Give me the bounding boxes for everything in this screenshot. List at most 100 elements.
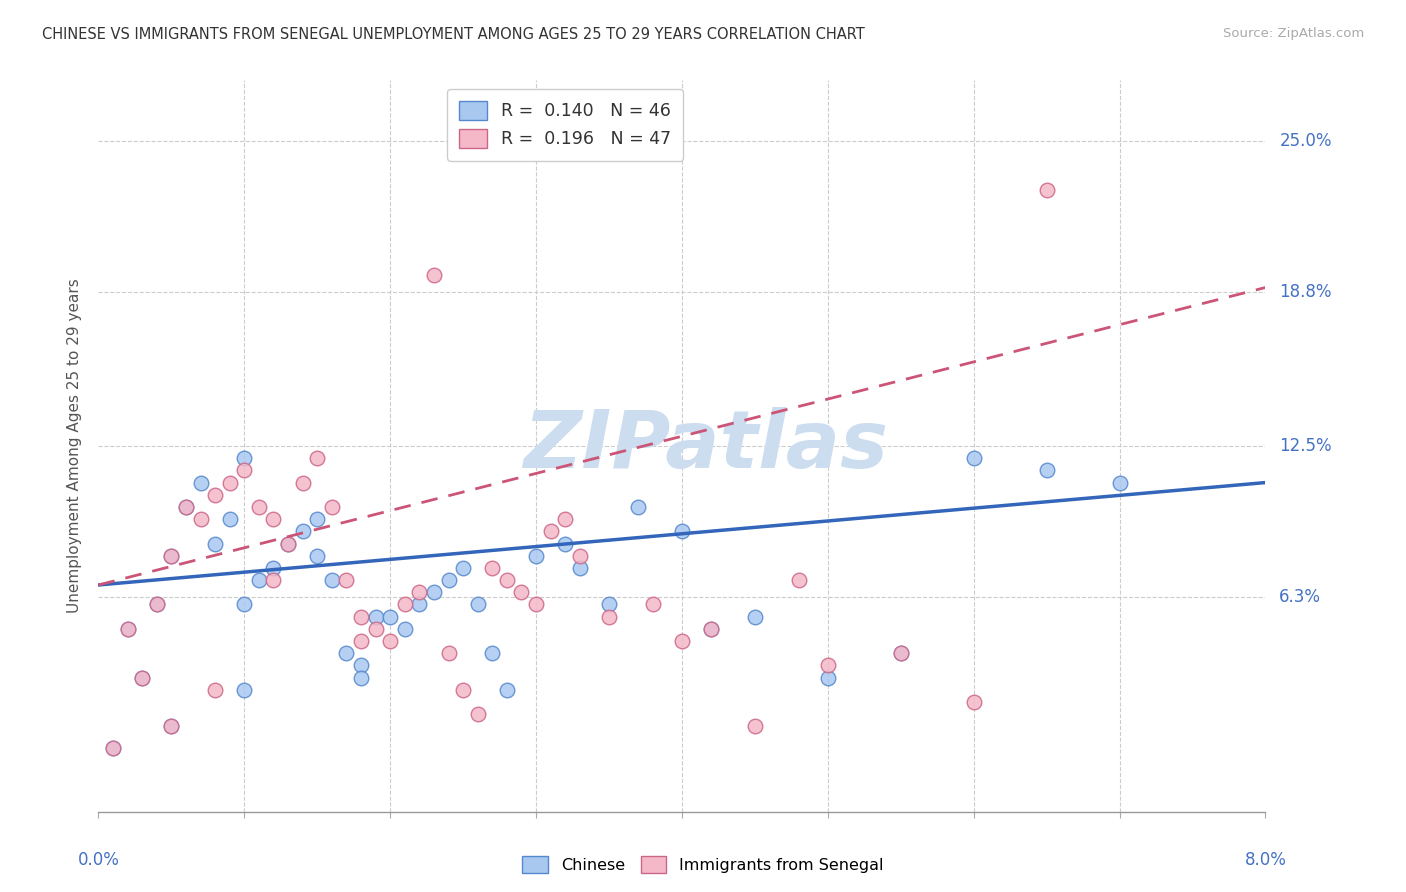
Point bbox=[307, 512, 329, 526]
Point bbox=[262, 512, 284, 526]
Point bbox=[233, 463, 256, 477]
Point bbox=[117, 622, 139, 636]
Point bbox=[247, 573, 270, 587]
Point bbox=[817, 658, 839, 673]
Point bbox=[467, 598, 489, 612]
Point bbox=[641, 598, 664, 612]
Point bbox=[671, 524, 693, 539]
Point bbox=[174, 500, 197, 514]
Point bbox=[598, 609, 620, 624]
Point bbox=[1035, 183, 1057, 197]
Point bbox=[423, 268, 446, 283]
Point bbox=[467, 707, 489, 722]
Point bbox=[394, 622, 416, 636]
Point bbox=[101, 741, 124, 756]
Point bbox=[277, 536, 299, 550]
Point bbox=[1108, 475, 1130, 490]
Point bbox=[962, 451, 984, 466]
Point bbox=[364, 622, 387, 636]
Point bbox=[160, 719, 183, 733]
Point bbox=[437, 573, 460, 587]
Point bbox=[890, 646, 912, 660]
Point bbox=[408, 598, 430, 612]
Point bbox=[160, 549, 183, 563]
Point bbox=[350, 658, 373, 673]
Point bbox=[423, 585, 446, 599]
Text: 6.3%: 6.3% bbox=[1279, 588, 1322, 607]
Point bbox=[321, 500, 343, 514]
Point bbox=[394, 598, 416, 612]
Point bbox=[218, 512, 240, 526]
Point bbox=[307, 549, 329, 563]
Text: Source: ZipAtlas.com: Source: ZipAtlas.com bbox=[1223, 27, 1364, 40]
Point bbox=[204, 682, 226, 697]
Point bbox=[524, 598, 547, 612]
Point bbox=[160, 549, 183, 563]
Point bbox=[233, 598, 256, 612]
Point bbox=[380, 634, 402, 648]
Point bbox=[568, 561, 591, 575]
Point bbox=[451, 561, 474, 575]
Point bbox=[335, 646, 357, 660]
Point bbox=[540, 524, 562, 539]
Point bbox=[554, 512, 576, 526]
Point bbox=[890, 646, 912, 660]
Point bbox=[146, 598, 169, 612]
Point bbox=[350, 671, 373, 685]
Point bbox=[233, 682, 256, 697]
Point bbox=[101, 741, 124, 756]
Point bbox=[117, 622, 139, 636]
Point bbox=[496, 682, 519, 697]
Text: 12.5%: 12.5% bbox=[1279, 437, 1331, 455]
Point bbox=[744, 609, 766, 624]
Point bbox=[190, 512, 212, 526]
Point bbox=[408, 585, 430, 599]
Point bbox=[524, 549, 547, 563]
Y-axis label: Unemployment Among Ages 25 to 29 years: Unemployment Among Ages 25 to 29 years bbox=[67, 278, 83, 614]
Point bbox=[291, 524, 314, 539]
Text: CHINESE VS IMMIGRANTS FROM SENEGAL UNEMPLOYMENT AMONG AGES 25 TO 29 YEARS CORREL: CHINESE VS IMMIGRANTS FROM SENEGAL UNEMP… bbox=[42, 27, 865, 42]
Point bbox=[291, 475, 314, 490]
Point bbox=[510, 585, 533, 599]
Point bbox=[496, 573, 519, 587]
Point bbox=[335, 573, 357, 587]
Point bbox=[451, 682, 474, 697]
Point bbox=[481, 646, 503, 660]
Point bbox=[1035, 463, 1057, 477]
Legend: Chinese, Immigrants from Senegal: Chinese, Immigrants from Senegal bbox=[516, 849, 890, 880]
Text: 25.0%: 25.0% bbox=[1279, 132, 1331, 150]
Point bbox=[218, 475, 240, 490]
Point bbox=[554, 536, 576, 550]
Point bbox=[321, 573, 343, 587]
Point bbox=[481, 561, 503, 575]
Point bbox=[700, 622, 723, 636]
Point bbox=[174, 500, 197, 514]
Text: 0.0%: 0.0% bbox=[77, 851, 120, 869]
Point bbox=[437, 646, 460, 660]
Point bbox=[190, 475, 212, 490]
Text: ZIPatlas: ZIPatlas bbox=[523, 407, 887, 485]
Point bbox=[247, 500, 270, 514]
Point bbox=[233, 451, 256, 466]
Point bbox=[671, 634, 693, 648]
Point bbox=[627, 500, 650, 514]
Point bbox=[787, 573, 810, 587]
Point bbox=[350, 609, 373, 624]
Point bbox=[568, 549, 591, 563]
Point bbox=[277, 536, 299, 550]
Legend: R =  0.140   N = 46, R =  0.196   N = 47: R = 0.140 N = 46, R = 0.196 N = 47 bbox=[447, 89, 683, 161]
Point bbox=[700, 622, 723, 636]
Point bbox=[262, 561, 284, 575]
Point bbox=[962, 695, 984, 709]
Point bbox=[598, 598, 620, 612]
Point bbox=[160, 719, 183, 733]
Point bbox=[262, 573, 284, 587]
Point bbox=[131, 671, 153, 685]
Point bbox=[131, 671, 153, 685]
Point bbox=[146, 598, 169, 612]
Point bbox=[307, 451, 329, 466]
Point bbox=[744, 719, 766, 733]
Point bbox=[204, 536, 226, 550]
Point bbox=[817, 671, 839, 685]
Text: 18.8%: 18.8% bbox=[1279, 284, 1331, 301]
